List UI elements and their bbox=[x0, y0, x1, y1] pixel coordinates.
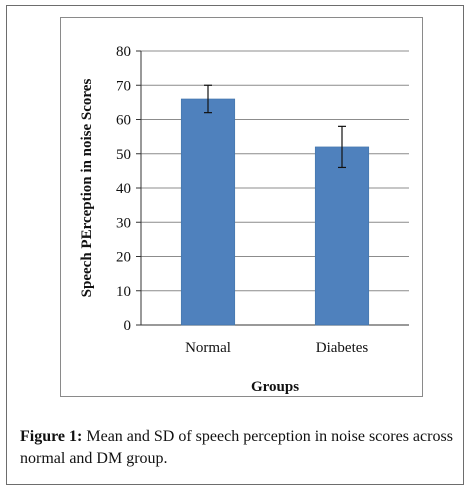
x-axis-label: Groups bbox=[251, 379, 299, 395]
figure-caption: Figure 1: Mean and SD of speech percepti… bbox=[20, 426, 458, 470]
x-tick-label: Diabetes bbox=[316, 340, 369, 356]
y-tick-label: 80 bbox=[116, 44, 131, 60]
y-tick-label: 40 bbox=[116, 181, 131, 197]
caption-label: Figure 1: bbox=[20, 428, 83, 445]
y-tick-label: 60 bbox=[116, 113, 131, 129]
y-axis-label: Speech PErception in noise Scores bbox=[79, 79, 95, 298]
x-tick-label: Normal bbox=[185, 340, 231, 356]
y-tick-label: 10 bbox=[116, 284, 131, 300]
y-tick-label: 30 bbox=[116, 215, 131, 231]
bar-chart: 0 10 20 30 40 50 60 70 80 Normal Diabetes Groups Spe… bbox=[79, 44, 409, 395]
caption-text: Mean and SD of speech perception in nois… bbox=[20, 428, 453, 467]
bar bbox=[314, 146, 370, 326]
y-tick-label: 20 bbox=[116, 250, 131, 266]
bar bbox=[180, 98, 236, 326]
figure-frame: 0 10 20 30 40 50 60 70 80 Normal Diabetes Groups Spe… bbox=[6, 5, 464, 485]
y-tick-label: 50 bbox=[116, 147, 131, 163]
chart-area: 0 10 20 30 40 50 60 70 80 Normal Diabetes Groups Spe… bbox=[60, 17, 423, 397]
y-tick-label: 70 bbox=[116, 78, 131, 94]
y-tick-label: 0 bbox=[124, 318, 132, 334]
